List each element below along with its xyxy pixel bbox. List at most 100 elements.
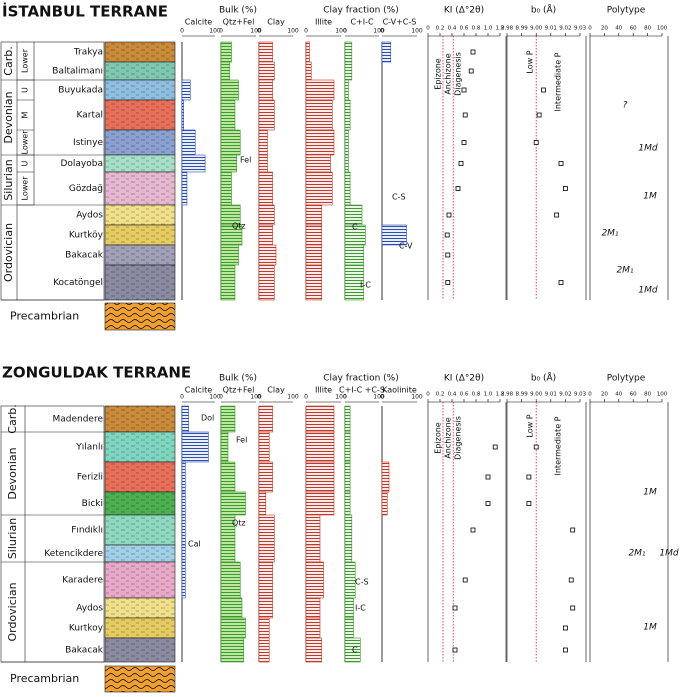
b0-point: [526, 474, 532, 480]
b0-point: [558, 280, 564, 285]
composition-bar: [344, 99, 351, 131]
composition-bar: [220, 264, 236, 301]
polytype-title: Polytype: [607, 374, 646, 384]
annotation: C: [352, 223, 358, 232]
composition-bar: [258, 637, 270, 663]
lithology-texture: [105, 545, 175, 562]
composition-bar: [305, 129, 335, 156]
composition-bar: [181, 99, 184, 131]
period-label: Devonian: [6, 447, 19, 499]
composition-bar: [220, 129, 241, 156]
tick-label: 100: [657, 26, 668, 32]
formation-name: Kurtkoy: [69, 624, 104, 634]
tick-label: 0.8: [472, 392, 481, 398]
composition-bar: [305, 544, 321, 563]
lithology-texture: [105, 245, 175, 265]
composition-bar: [258, 514, 275, 546]
tick-label: 0: [426, 26, 430, 32]
annotation: Dol: [201, 414, 214, 423]
period-label: Silurian: [2, 159, 15, 200]
terrane-panel: İSTANBUL TERRANE Bulk (%) Clay fraction (%…: [0, 2, 669, 331]
composition-bar: [344, 431, 351, 463]
b0-point: [568, 577, 574, 583]
composition-bar: [305, 461, 335, 493]
scale-label: 100: [411, 28, 423, 35]
precambrian-texture: [105, 303, 175, 330]
ki-point: [452, 605, 458, 611]
period-label: Ordovician: [2, 223, 15, 282]
tick-label: 0: [588, 392, 592, 398]
composition-bar: [258, 431, 270, 463]
composition-bar: [258, 405, 273, 433]
lithology-texture: [105, 265, 175, 300]
polytype-label: 2M₁: [601, 229, 618, 239]
formation-name: Yılanlı: [75, 443, 103, 453]
composition-bar: [258, 617, 270, 639]
b0-point: [563, 647, 568, 653]
ki-title: KI (Δ°2θ): [444, 6, 484, 16]
precambrian-label: Precambrian: [10, 310, 79, 323]
lithology-texture: [105, 172, 175, 205]
annotation: C-S: [355, 578, 369, 587]
composition-bar: [258, 224, 273, 246]
formation-name: Baltalimanı: [52, 67, 103, 77]
b0-point: [563, 186, 568, 191]
scale-label: 100: [411, 394, 423, 401]
lithology-texture: [105, 100, 175, 130]
composition-bar: [344, 597, 354, 619]
composition-bar: [344, 544, 353, 563]
formation-name: Karadere: [62, 576, 103, 586]
composition-bar: [258, 244, 277, 266]
composition-bar: [305, 61, 312, 81]
ki-point: [444, 232, 450, 238]
polytype-label: 1Md: [638, 286, 657, 296]
formation-name: Ketencikdere: [44, 549, 103, 559]
composition-bar: [381, 461, 390, 493]
precambrian-label: Precambrian: [10, 672, 79, 685]
composition-bar: [220, 431, 229, 463]
tick-label: 1.2: [496, 26, 505, 32]
period-label: Devonian: [2, 91, 15, 143]
tick-label: 0.4: [448, 26, 457, 32]
composition-bar: [220, 154, 238, 173]
composition-bar: [220, 41, 232, 63]
composition-bar: [305, 264, 323, 301]
formation-name: Aydos: [76, 604, 103, 614]
tick-label: 80: [644, 26, 651, 32]
zone-label: Diagenesis: [454, 52, 463, 96]
composition-bar: [344, 461, 351, 493]
annotation: Fel: [240, 156, 251, 165]
tick-label: 80: [644, 392, 651, 398]
b0-title: b₀ (Å): [531, 4, 556, 16]
lithology-texture: [105, 432, 175, 462]
formation-name: Ferizli: [77, 473, 103, 483]
tick-label: 60: [630, 26, 637, 32]
scale-label: 100: [335, 394, 347, 401]
scale-label: 100: [287, 394, 299, 401]
composition-bar: [220, 597, 243, 619]
epoch-label: Lower: [21, 48, 30, 73]
composition-bar: [258, 61, 275, 81]
tick-label: 9.00: [530, 26, 543, 32]
column-header: Illite: [315, 18, 332, 27]
composition-bar: [344, 171, 351, 206]
polytype-label: 1M: [643, 623, 657, 633]
annotation: I-C: [355, 604, 366, 613]
b0-point: [570, 605, 576, 611]
column-header: Illite: [315, 386, 332, 395]
annotation: C-V: [399, 242, 413, 251]
period-label: Carb.: [2, 46, 15, 75]
tick-label: 0.4: [448, 392, 457, 398]
composition-bar: [220, 637, 245, 663]
composition-bar: [344, 561, 356, 599]
composition-bar: [381, 491, 388, 516]
composition-bar: [305, 244, 323, 266]
composition-bar: [305, 224, 323, 246]
annotation: C: [352, 646, 358, 655]
scale-label: 100: [209, 28, 221, 35]
composition-bar: [305, 431, 335, 463]
polytype-label: 1M: [643, 488, 657, 498]
composition-bar: [220, 561, 241, 599]
column-header: Clay: [267, 386, 285, 395]
